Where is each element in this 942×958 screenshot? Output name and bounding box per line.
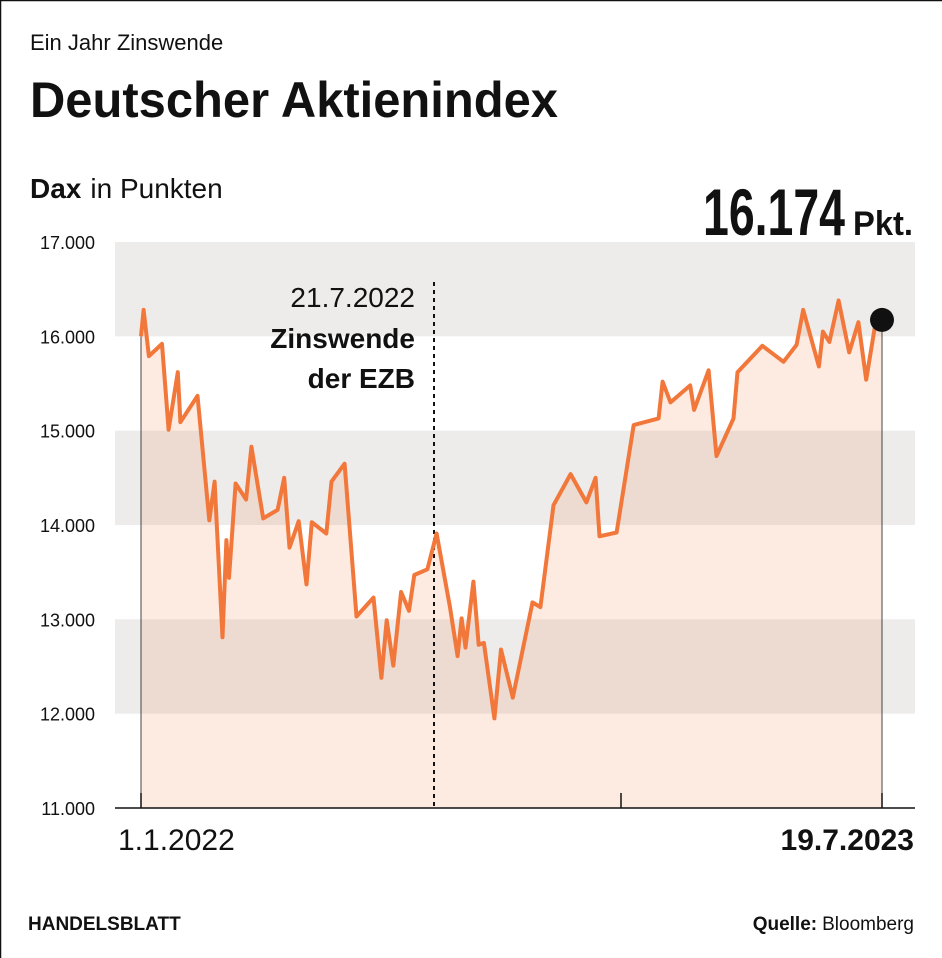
chart-subtitle: Ein Jahr Zinswende	[30, 30, 223, 55]
y-tick-label: 15.000	[40, 422, 95, 442]
y-label-unit: in Punkten	[90, 173, 222, 204]
value-unit: Pkt.	[853, 205, 913, 243]
last-point	[870, 307, 894, 332]
annotation-date: 21.7.2022	[290, 282, 415, 313]
y-tick-label: 11.000	[41, 799, 95, 819]
y-tick-label: 12.000	[40, 705, 95, 725]
source: Quelle: Bloomberg	[753, 914, 914, 935]
y-label-name: Dax	[30, 173, 82, 204]
grid-band	[115, 242, 915, 337]
publisher: HANDELSBLATT	[28, 914, 181, 935]
y-axis-label: Dax in Punkten	[30, 173, 223, 204]
x-tick-label: 1.1.2022	[118, 824, 235, 857]
chart-title: Deutscher Aktienindex	[30, 72, 558, 128]
y-tick-label: 17.000	[40, 233, 95, 253]
annotation-text: der EZB	[308, 363, 415, 394]
y-tick-label: 16.000	[40, 327, 95, 347]
value-label: 16.174	[703, 175, 845, 249]
source-name: Bloomberg	[822, 914, 914, 935]
grid-band	[115, 619, 915, 714]
x-tick-label: 19.7.2023	[781, 824, 914, 857]
y-tick-label: 14.000	[40, 516, 95, 536]
line	[139, 298, 884, 721]
plot: 11.000 12.000 13.000 14.000 15.000 16.000 17.0…	[40, 233, 915, 857]
annotation-text: Zinswende	[270, 323, 415, 354]
source-label: Quelle:	[753, 914, 817, 935]
y-tick-label: 13.000	[40, 610, 95, 630]
area	[141, 300, 882, 808]
